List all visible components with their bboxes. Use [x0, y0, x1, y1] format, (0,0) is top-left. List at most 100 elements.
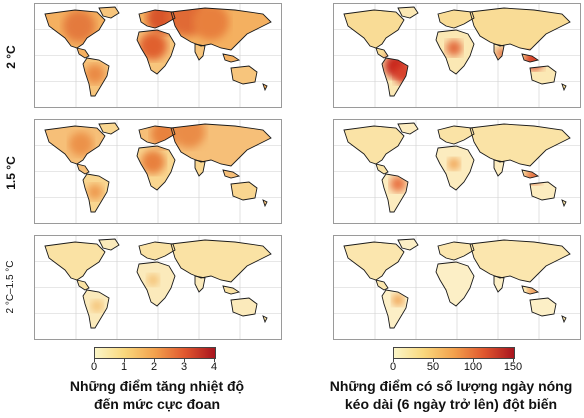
colorbar-tick-mark: [214, 359, 215, 362]
continent-eu: [438, 10, 474, 28]
coastline: [194, 159, 206, 177]
continent-au: [231, 182, 257, 200]
continent-green: [398, 239, 418, 250]
coastline: [82, 289, 110, 329]
continent-green: [99, 239, 119, 250]
coastline: [230, 181, 258, 201]
map-extreme-temp-2c: [34, 3, 282, 108]
coastline: [222, 169, 241, 179]
continent-na: [344, 242, 404, 280]
hotspot: [141, 150, 165, 174]
colorbar-tick-mark: [124, 359, 125, 362]
coastline: [138, 9, 176, 29]
colorbar-tick-label: 50: [426, 361, 440, 373]
map-extreme-temp-1-5c: [34, 119, 282, 224]
caption-heatwave-days: Những điểm có số lượng ngày nóng kéo dài…: [318, 377, 584, 413]
continent-na: [344, 10, 404, 48]
coastline: [435, 261, 475, 307]
coastline: [397, 6, 419, 19]
coastline: [397, 238, 419, 251]
continent-au: [530, 66, 556, 84]
coastline: [561, 199, 567, 208]
continent-as: [470, 124, 570, 166]
colorbar-tick-label: 4: [210, 361, 218, 373]
coastline: [262, 83, 268, 92]
world-map-graphic: [35, 236, 281, 339]
continent-green: [398, 7, 418, 18]
coastline: [138, 241, 176, 261]
hotspot: [392, 294, 404, 306]
colorbar-temperature: [94, 347, 216, 359]
coastline: [437, 9, 475, 29]
coastline: [136, 261, 176, 307]
coastline: [343, 9, 405, 49]
continent-ca: [77, 164, 89, 174]
world-map-graphic: [334, 4, 580, 107]
coastline: [521, 53, 540, 63]
map-heatwave-days-2c: [333, 3, 581, 108]
coastline: [437, 125, 475, 145]
continent-na: [45, 242, 105, 280]
hotspot: [63, 10, 95, 42]
colorbar-tick-mark: [393, 359, 394, 362]
coastline: [493, 159, 505, 177]
colorbar-tick-label: 1: [120, 361, 128, 373]
coastline: [375, 279, 389, 291]
continent-sea: [223, 170, 239, 178]
continent-ca: [376, 48, 388, 58]
coastline: [44, 125, 106, 165]
coastline: [76, 279, 90, 291]
coastline: [493, 43, 505, 61]
hotspot: [85, 64, 105, 84]
coastline: [529, 65, 557, 85]
caption-right-line2: kéo dài (6 ngày trở lên) đột biến: [344, 396, 558, 412]
coastline: [138, 125, 176, 145]
colorbar-tick-label: 150: [503, 361, 523, 373]
coastline: [381, 289, 409, 329]
coastline: [230, 65, 258, 85]
coastline: [493, 275, 505, 293]
continent-ca: [77, 280, 89, 290]
coastline: [222, 53, 241, 63]
coastline: [98, 122, 120, 135]
row-label-1-5c: 1.5 °C: [4, 156, 18, 190]
hotspot: [91, 300, 103, 312]
world-map-graphic: [35, 4, 281, 107]
coastline: [469, 7, 571, 51]
coastline: [381, 57, 409, 97]
coastline: [529, 181, 557, 201]
coastline: [561, 83, 567, 92]
coastline: [435, 145, 475, 191]
coastline: [435, 29, 475, 75]
colorbar-tick-mark: [473, 359, 474, 362]
continent-green: [398, 123, 418, 134]
coastline: [170, 7, 272, 51]
hotspot: [193, 7, 229, 40]
continent-eu: [139, 242, 175, 260]
hotspot: [69, 132, 93, 156]
coastline: [529, 297, 557, 317]
hotspot: [139, 32, 167, 60]
coastline: [136, 145, 176, 191]
continent-ca: [376, 164, 388, 174]
coastline: [343, 125, 405, 165]
continent-ca: [77, 48, 89, 58]
continent-green: [99, 7, 119, 18]
continent-as: [470, 240, 570, 282]
continent-eu: [438, 126, 474, 144]
coastline: [375, 47, 389, 59]
continent-na: [344, 126, 404, 164]
hotspot: [446, 40, 462, 56]
map-heatwave-days-diff: [333, 235, 581, 340]
coastline: [469, 239, 571, 283]
hotspot: [147, 274, 159, 286]
coastline: [375, 163, 389, 175]
coastline: [262, 199, 268, 208]
coastline: [521, 285, 540, 295]
row-label-2c: 2 °C: [4, 45, 18, 69]
continent-au: [231, 298, 257, 316]
hotspot: [390, 176, 406, 192]
caption-right-line1: Những điểm có số lượng ngày nóng: [329, 378, 573, 394]
coastline: [222, 285, 241, 295]
continent-af: [436, 262, 474, 306]
